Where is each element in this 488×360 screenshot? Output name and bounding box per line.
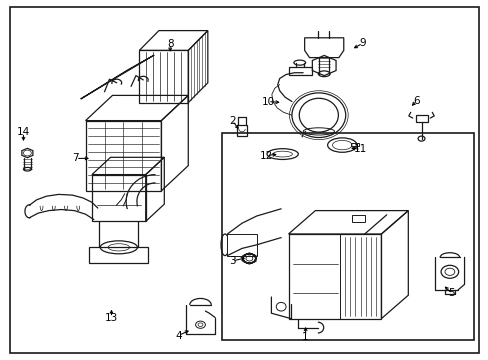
Text: 9: 9 — [359, 38, 366, 48]
Bar — [227, 234, 256, 256]
Text: 11: 11 — [353, 144, 367, 154]
Text: 2: 2 — [228, 116, 235, 126]
Text: 5: 5 — [447, 288, 454, 298]
Text: 12: 12 — [259, 150, 273, 161]
Text: 8: 8 — [166, 39, 173, 49]
Bar — [351, 215, 365, 222]
Bar — [350, 143, 359, 146]
Text: 1: 1 — [302, 332, 308, 342]
Text: 4: 4 — [175, 330, 182, 341]
Bar — [222, 133, 473, 340]
Text: 6: 6 — [412, 96, 419, 106]
Bar — [288, 234, 381, 319]
Text: 10: 10 — [261, 96, 274, 107]
Bar — [288, 67, 311, 75]
Bar — [89, 247, 148, 263]
Bar — [415, 115, 427, 122]
Text: 14: 14 — [17, 127, 30, 138]
Text: 3: 3 — [228, 256, 235, 266]
Bar — [92, 175, 145, 221]
Bar — [236, 125, 247, 136]
Text: 13: 13 — [104, 312, 118, 323]
Text: 7: 7 — [72, 153, 79, 163]
